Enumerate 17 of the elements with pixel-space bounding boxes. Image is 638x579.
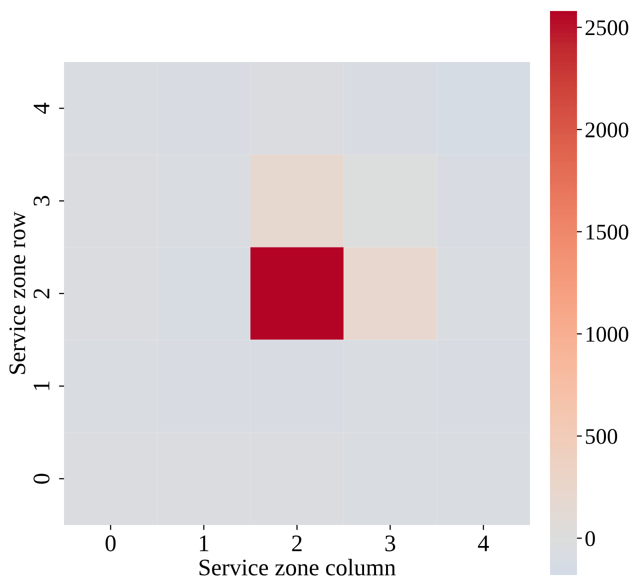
color-bar-label: 500 <box>586 428 618 444</box>
x-tick-label: 4 <box>478 536 489 552</box>
color-bar-label: 2000 <box>586 122 628 138</box>
y-tick-label: 2 <box>34 288 50 298</box>
x-tick-label: 2 <box>292 535 302 552</box>
x-axis-title: Service zone column <box>200 558 396 576</box>
x-tick-label: 3 <box>385 535 396 552</box>
y-tick-label: 1 <box>34 382 50 390</box>
y-tick-label: 4 <box>34 102 50 114</box>
y-tick-label: 0 <box>34 474 50 484</box>
color-bar-label: 2500 <box>586 20 628 36</box>
x-tick-label: 0 <box>106 535 116 552</box>
y-axis-title: Service zone row <box>9 212 26 374</box>
y-tick-label: 3 <box>34 196 50 206</box>
x-tick-label: 1 <box>200 536 208 552</box>
color-bar-label: 1000 <box>586 326 628 342</box>
color-bar-label: 1500 <box>586 224 628 240</box>
